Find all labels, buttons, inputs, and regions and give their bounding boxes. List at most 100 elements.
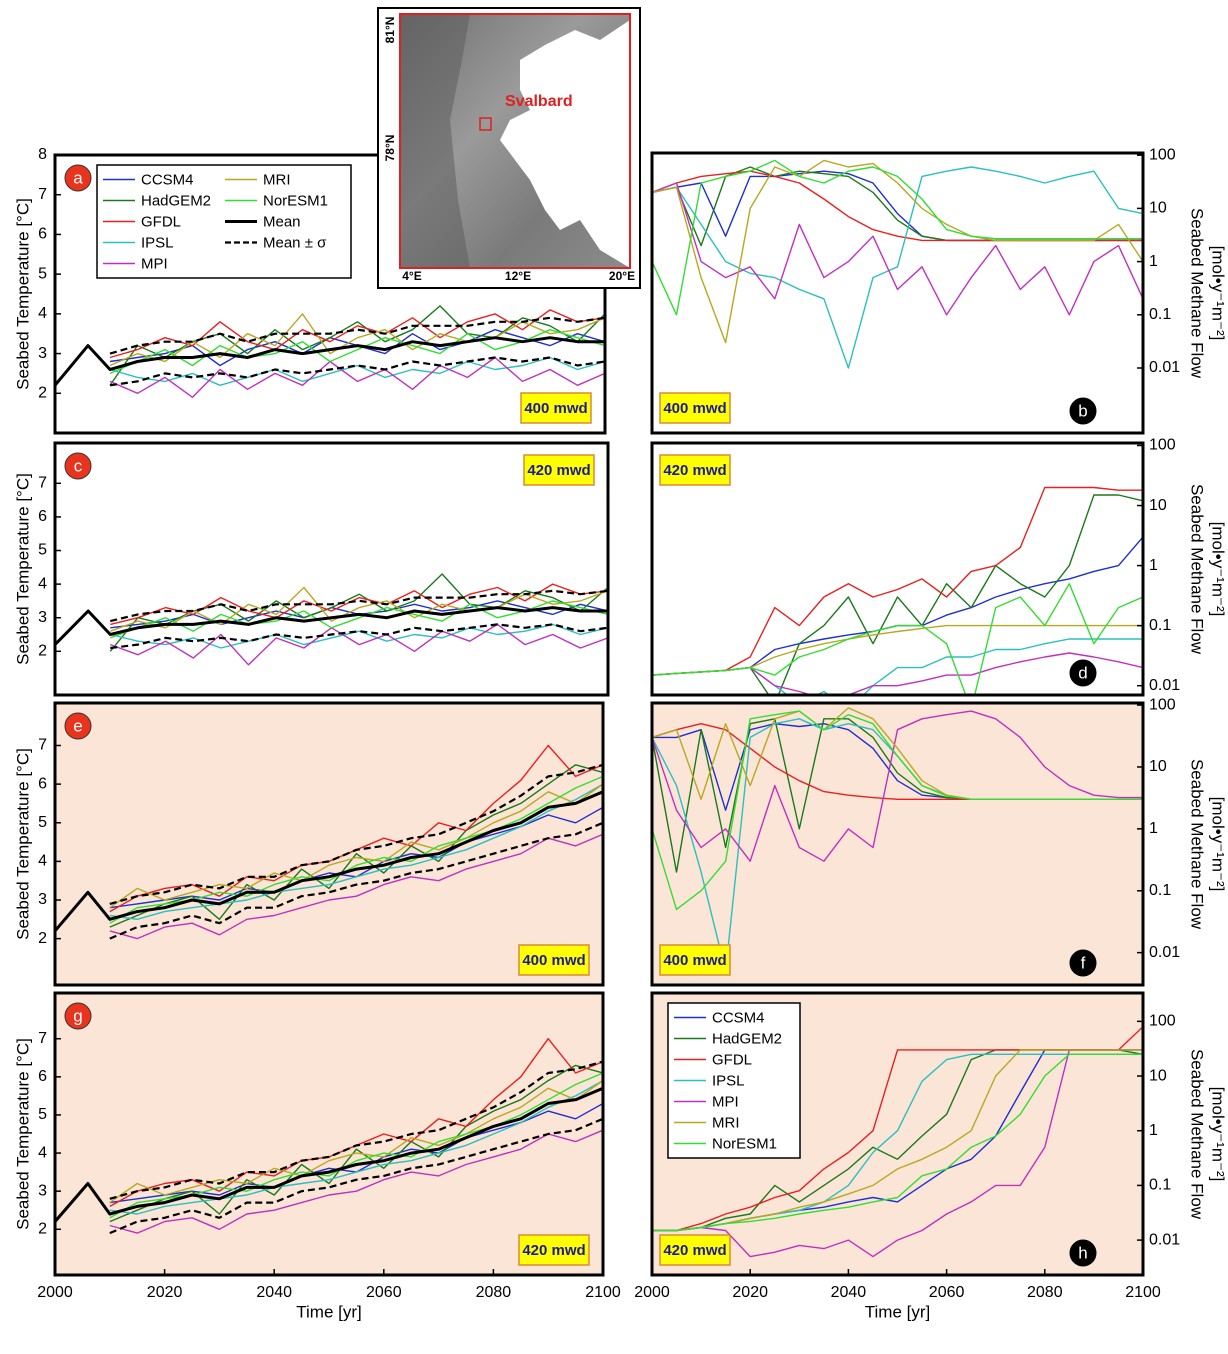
plot-background [652, 443, 1143, 695]
depth-label: 400 mwd [663, 400, 726, 417]
y-tick-label: 2 [38, 643, 47, 660]
y-axis-units: [mol•y⁻¹m⁻²] [1209, 246, 1228, 341]
plot-area [55, 305, 605, 398]
y-tick-label: 3 [38, 345, 47, 362]
y-tick-label: 1 [1149, 253, 1158, 270]
y-tick-label: 6 [38, 508, 47, 525]
x-tick-label: 2020 [732, 1284, 768, 1301]
plot-area [652, 707, 1143, 972]
series-line [652, 710, 1143, 862]
location-map: Svalbard 81°N 78°N 4°E 12°E 20°E [377, 7, 641, 289]
y-tick-label: 7 [38, 186, 47, 203]
site-marker [479, 117, 492, 131]
series-line [55, 606, 608, 646]
x-tick-label: 2040 [831, 1284, 867, 1301]
legend-box [96, 164, 352, 279]
y-tick-label: 5 [38, 265, 47, 282]
legend-label: GFDL [712, 1051, 752, 1068]
x-tick-label: 2060 [929, 1284, 965, 1301]
panel-badge [1069, 1239, 1097, 1267]
plot-area [652, 159, 1143, 369]
map-shade [400, 14, 470, 268]
sigma-line [109, 1060, 603, 1200]
panel-letter: b [1078, 401, 1087, 420]
series-line [652, 159, 1143, 316]
sigma-line [109, 763, 603, 905]
depth-badge [518, 1234, 590, 1266]
series-line [652, 583, 1143, 695]
panel-badge [1069, 397, 1097, 425]
y-axis-label: Seabed Temperature [°C] [13, 198, 32, 390]
y-tick-label: 100 [1149, 146, 1176, 163]
x-tick-label: 2060 [366, 1284, 402, 1301]
y-axis-label: Seabed Methane Flow [1188, 484, 1207, 655]
sigma-line [109, 316, 605, 355]
y-tick-label: 5 [38, 542, 47, 559]
y-tick-label: 6 [38, 226, 47, 243]
y-tick-label: 100 [1149, 437, 1176, 454]
panel-badge [1069, 949, 1097, 977]
sigma-line [109, 356, 605, 387]
lon-label: 4°E [402, 269, 421, 283]
y-axis-units: [mol•y⁻¹m⁻²] [1209, 522, 1228, 617]
depth-badge [659, 392, 731, 424]
y-tick-label: 5 [38, 814, 47, 831]
series-line [652, 1049, 1143, 1258]
plot-area [652, 486, 1143, 695]
y-tick-label: 10 [1149, 1067, 1167, 1084]
depth-badge [659, 944, 731, 976]
series-line [109, 783, 603, 920]
legend-label: Mean ± σ [263, 234, 327, 251]
plot-frame [650, 441, 1145, 697]
depth-badge [523, 454, 595, 486]
y-tick-label: 2 [38, 930, 47, 947]
x-axis-label: Time [yr] [296, 1302, 361, 1321]
y-tick-label: 10 [1149, 200, 1167, 217]
series-line [652, 182, 1143, 316]
panel-letter: a [73, 168, 83, 187]
legend-label: CCSM4 [141, 171, 194, 188]
lon-label: 20°E [609, 269, 635, 283]
depth-badge [518, 944, 590, 976]
y-tick-label: 0.01 [1149, 944, 1180, 961]
plot-area [55, 573, 608, 666]
panel-letter: e [73, 716, 82, 735]
series-line [652, 1049, 1143, 1232]
y-tick-label: 5 [38, 1106, 47, 1123]
map-land [500, 20, 630, 268]
legend-label: Mean [263, 213, 301, 230]
panel-letter: h [1078, 1243, 1087, 1262]
plot-frame [650, 991, 1145, 1277]
lat-label: 81°N [383, 17, 397, 44]
y-tick-label: 3 [38, 891, 47, 908]
y-axis-label: Seabed Temperature [°C] [13, 748, 32, 940]
legend-label: MRI [712, 1114, 740, 1131]
y-axis-label: Seabed Temperature [°C] [13, 473, 32, 665]
x-tick-label: 2100 [1125, 1284, 1161, 1301]
y-tick-label: 0.1 [1149, 306, 1171, 323]
y-axis-label: Seabed Temperature [°C] [13, 1038, 32, 1230]
series-line [652, 159, 1143, 344]
series-line [109, 356, 605, 398]
lat-label: 78°N [383, 135, 397, 162]
legend-label: IPSL [141, 234, 174, 251]
series-line [109, 764, 603, 928]
x-tick-label: 2080 [1027, 1284, 1063, 1301]
y-tick-label: 4 [38, 1144, 47, 1161]
series-line [652, 486, 1143, 676]
panel-letter: d [1078, 663, 1087, 682]
legend-label: MRI [263, 171, 291, 188]
y-tick-label: 7 [38, 1030, 47, 1047]
y-tick-label: 3 [38, 609, 47, 626]
y-tick-label: 7 [38, 737, 47, 754]
depth-badge [659, 454, 731, 486]
plot-frame [53, 991, 605, 1277]
legend-label: NorESM1 [263, 192, 328, 209]
legend-label: CCSM4 [712, 1009, 765, 1026]
y-tick-label: 4 [38, 305, 47, 322]
series-line [652, 1053, 1143, 1232]
series-line [109, 1064, 603, 1223]
series-line [652, 710, 1143, 911]
depth-label: 400 mwd [524, 400, 587, 417]
